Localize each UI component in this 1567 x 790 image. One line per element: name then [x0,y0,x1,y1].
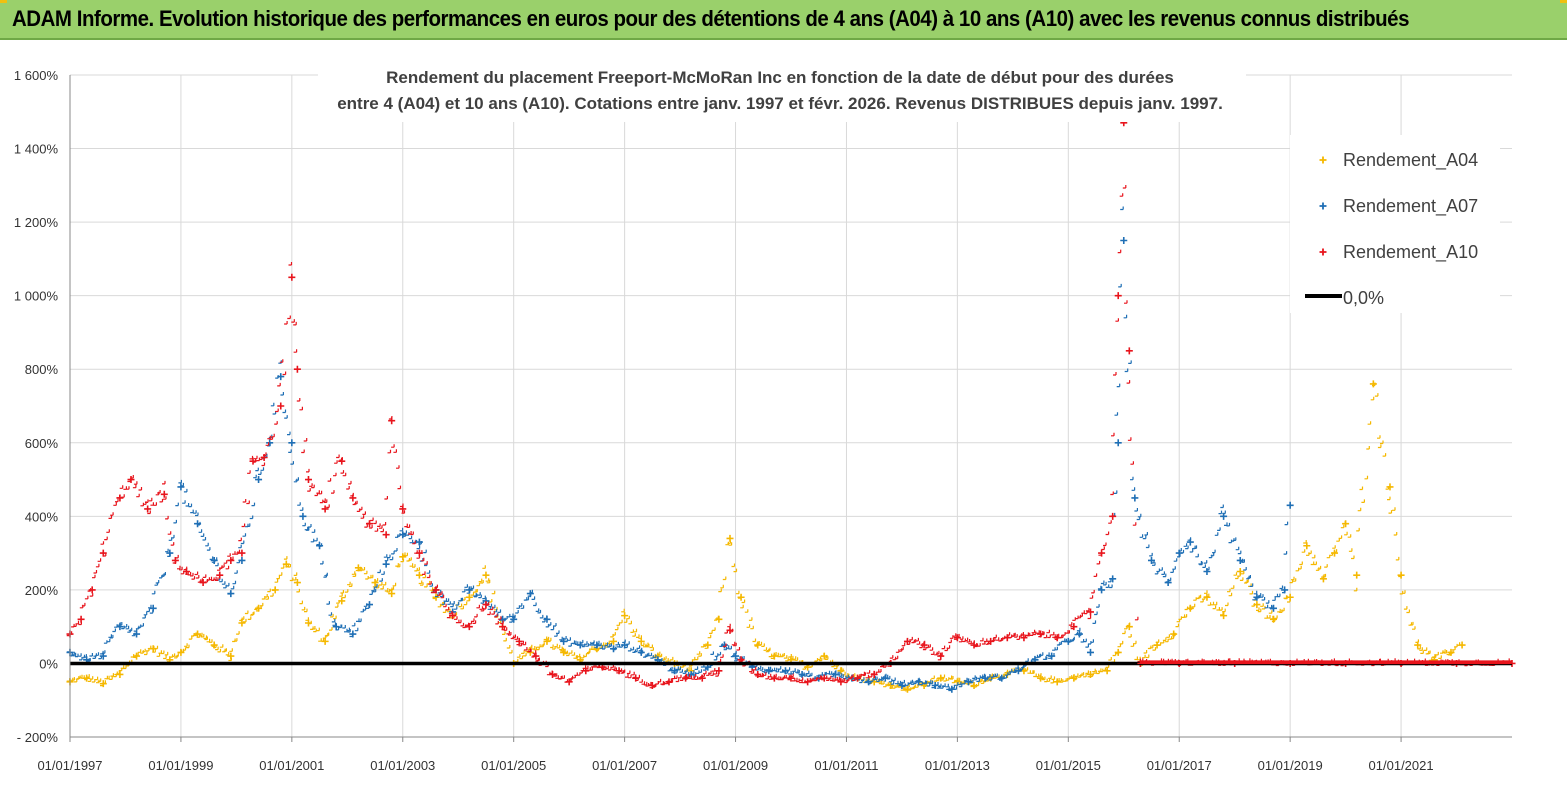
data-point [1125,347,1133,355]
data-point [382,531,390,539]
x-tick-label: 01/01/2003 [370,758,435,773]
data-point [388,590,396,598]
x-tick-label: 01/01/2017 [1147,758,1212,773]
data-point [715,667,723,675]
y-tick-label: 400% [25,509,59,524]
data-point [1303,542,1311,550]
data-point [1114,292,1122,300]
data-point [1114,439,1122,447]
data-point [227,556,235,564]
x-tick-label: 01/01/2007 [592,758,657,773]
data-point [371,579,379,587]
y-tick-label: 1 400% [14,142,59,157]
chart-title-box: Rendement du placement Freeport-McMoRan … [318,58,1246,122]
y-tick-label: 1 000% [14,289,59,304]
y-tick-label: 1 200% [14,215,59,230]
data-point [1369,380,1377,388]
legend-label: Rendement_A10 [1343,242,1478,263]
data-point [1109,512,1117,520]
data-point [1353,571,1361,579]
legend-marker [1319,202,1327,210]
x-tick-label: 01/01/2015 [1036,758,1101,773]
data-point [1098,586,1106,594]
report-title: ADAM Informe. Evolution historique des p… [12,6,1409,31]
data-point [510,615,518,623]
legend-label: Rendement_A04 [1343,150,1478,171]
y-tick-label: 600% [25,436,59,451]
chart-title-line: Rendement du placement Freeport-McMoRan … [386,68,1174,87]
data-point [288,439,296,447]
y-tick-label: 200% [25,583,59,598]
data-point [332,623,340,631]
x-tick-label: 01/01/1999 [148,758,213,773]
data-point [1120,237,1128,244]
x-tick-label: 01/01/2011 [814,758,878,773]
legend-marker [1319,156,1327,164]
data-point [277,402,285,410]
data-point [160,490,168,498]
legend-label: 0,0% [1343,288,1384,308]
data-point [415,571,423,579]
y-tick-label: - 200% [17,730,59,745]
data-point [1131,494,1139,502]
title-background [318,58,1246,122]
data-point [1086,648,1094,656]
y-tick-label: 0% [39,656,58,671]
y-tick-label: 1 600% [14,68,59,83]
scatter-chart: - 200% 0% 200% 400% 600% 800% 1 000% 1 200% 1 40… [14,58,1516,773]
data-point [288,273,296,281]
legend-marker [1319,248,1327,256]
y-tick-label: 800% [25,362,59,377]
series-Rendement_A10 [66,93,1516,690]
data-point [88,586,96,594]
data-point [482,571,490,579]
data-point [321,505,329,513]
x-tick-label: 01/01/2019 [1258,758,1323,773]
chart-grid [69,74,1512,738]
data-point [1386,483,1394,491]
data-point [194,630,202,638]
data-cloud [66,382,1461,692]
data-cloud [66,206,1289,692]
legend: Rendement_A04 Rendement_A07 Rendement_A10 0… [1290,135,1500,313]
data-point [532,652,540,660]
data-point [293,579,301,587]
data-point [238,549,246,557]
data-point [177,483,185,491]
data-point [304,476,312,484]
data-point [338,457,346,465]
x-tick-label: 01/01/2005 [481,758,546,773]
data-point [637,637,645,645]
legend-background [1290,135,1500,313]
data-point [499,623,507,631]
data-point [1286,501,1294,509]
data-point [127,476,135,484]
data-point [299,512,307,520]
a10-zero-tail [1137,660,1513,665]
data-point [255,476,263,484]
data-point [382,560,390,568]
data-point [1086,608,1094,616]
series-Rendement_A07 [66,206,1294,693]
x-tick-label: 01/01/1997 [37,758,102,773]
data-point [1203,568,1211,575]
x-tick-label: 01/01/2013 [925,758,990,773]
x-tick-label: 01/01/2001 [259,758,324,773]
data-point [293,365,301,373]
chart-axes: - 200% 0% 200% 400% 600% 800% 1 000% 1 200% 1 40… [14,68,1512,773]
series-layer [66,93,1516,693]
header-banner: ADAM Informe. Evolution historique des p… [0,0,1567,40]
corner-marker [0,0,7,3]
data-point [144,505,152,513]
data-point [216,571,224,579]
data-point [610,637,618,645]
series-Rendement_A04 [66,380,1466,693]
legend-label: Rendement_A07 [1343,196,1478,217]
data-point [399,553,407,561]
x-tick-label: 01/01/2021 [1369,758,1434,773]
corner-marker [1560,0,1567,3]
data-point [621,612,629,620]
x-tick-label: 01/01/2009 [703,758,768,773]
chart-title-line: entre 4 (A04) et 10 ans (A10). Cotations… [337,94,1223,113]
